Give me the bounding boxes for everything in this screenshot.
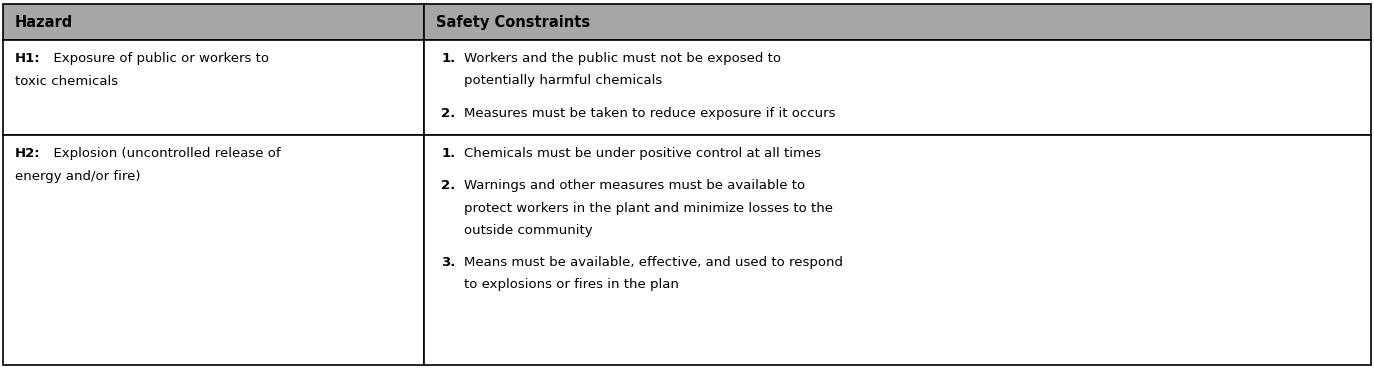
Text: to explosions or fires in the plan: to explosions or fires in the plan <box>464 278 679 291</box>
Text: Explosion (uncontrolled release of: Explosion (uncontrolled release of <box>45 147 280 160</box>
Text: 2.: 2. <box>441 179 456 192</box>
Bar <box>3 4 425 40</box>
Text: toxic chemicals: toxic chemicals <box>15 75 118 88</box>
Text: Safety Constraints: Safety Constraints <box>437 15 591 29</box>
Text: energy and/or fire): energy and/or fire) <box>15 170 140 183</box>
Bar <box>425 40 1371 135</box>
Text: H1:: H1: <box>15 52 41 65</box>
Text: Workers and the public must not be exposed to: Workers and the public must not be expos… <box>464 52 782 65</box>
Text: Chemicals must be under positive control at all times: Chemicals must be under positive control… <box>464 147 822 160</box>
Bar <box>3 40 425 135</box>
Text: Measures must be taken to reduce exposure if it occurs: Measures must be taken to reduce exposur… <box>464 106 835 119</box>
Text: Hazard: Hazard <box>15 15 73 29</box>
Bar <box>3 135 425 365</box>
Bar <box>425 135 1371 365</box>
Text: 3.: 3. <box>441 256 456 269</box>
Bar <box>425 4 1371 40</box>
Text: 2.: 2. <box>441 106 456 119</box>
Text: Warnings and other measures must be available to: Warnings and other measures must be avai… <box>464 179 805 192</box>
Text: 1.: 1. <box>441 52 456 65</box>
Text: protect workers in the plant and minimize losses to the: protect workers in the plant and minimiz… <box>464 201 834 214</box>
Text: Exposure of public or workers to: Exposure of public or workers to <box>45 52 269 65</box>
Text: outside community: outside community <box>464 224 594 237</box>
Text: H2:: H2: <box>15 147 41 160</box>
Text: Means must be available, effective, and used to respond: Means must be available, effective, and … <box>464 256 844 269</box>
Text: potentially harmful chemicals: potentially harmful chemicals <box>464 74 662 87</box>
Text: 1.: 1. <box>441 147 456 160</box>
